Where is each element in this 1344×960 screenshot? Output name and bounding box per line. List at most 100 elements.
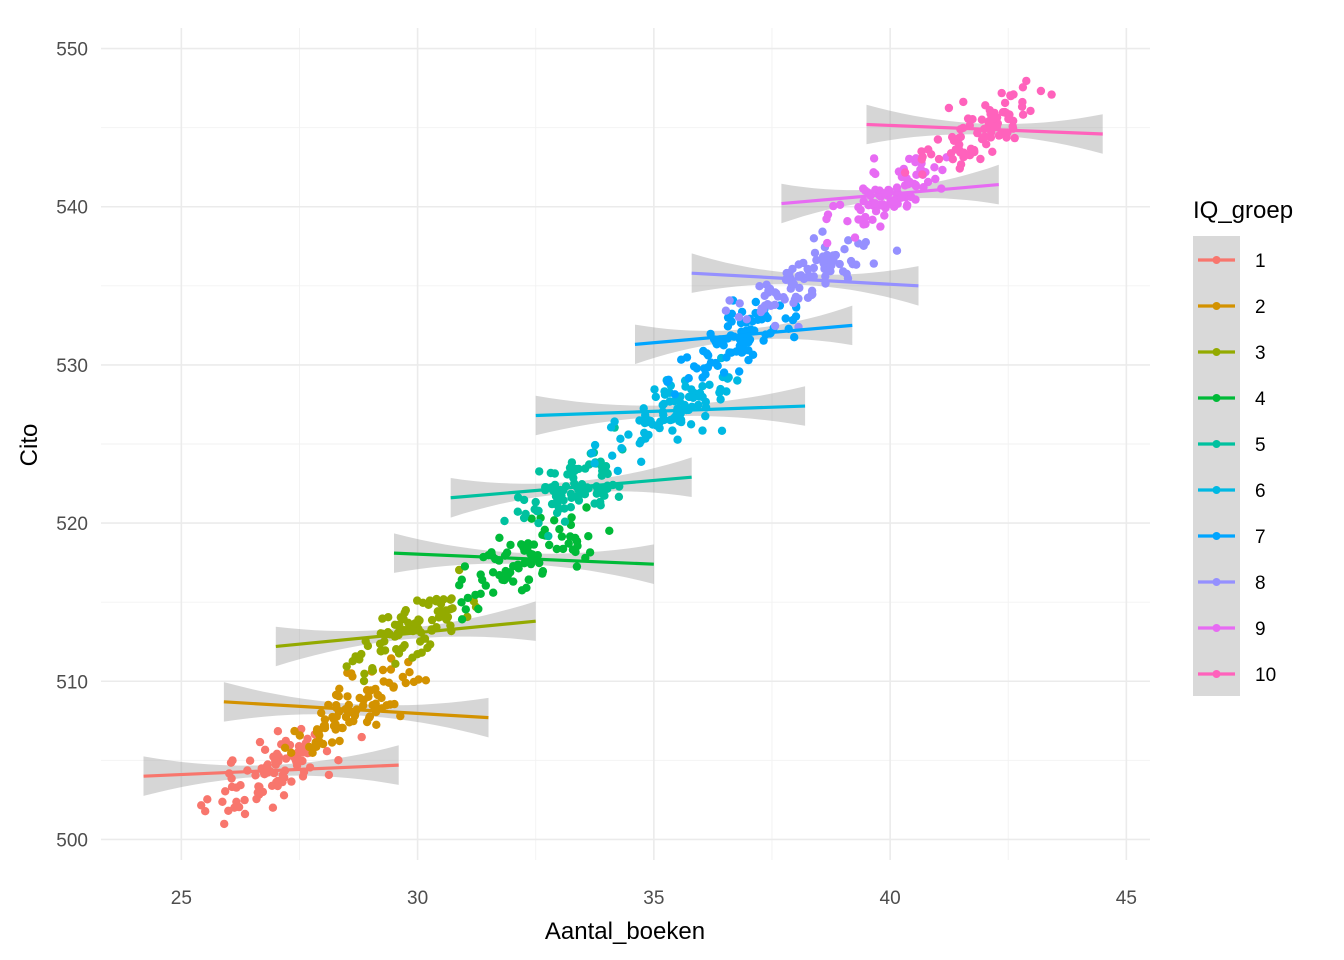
data-point (624, 430, 633, 439)
data-point (382, 701, 391, 710)
data-point (723, 322, 733, 331)
data-point (278, 777, 287, 787)
data-point (421, 676, 431, 685)
data-point (963, 114, 973, 123)
data-point (803, 264, 812, 274)
data-point (488, 568, 498, 577)
data-point (712, 340, 721, 349)
data-point (889, 197, 899, 206)
data-point (413, 650, 422, 659)
data-point (557, 532, 567, 541)
data-point (255, 782, 264, 791)
data-point (876, 222, 885, 231)
data-point (979, 133, 989, 142)
data-point (725, 348, 734, 357)
data-point (933, 135, 943, 144)
data-point (804, 271, 814, 281)
data-point (226, 758, 236, 767)
data-point (821, 272, 830, 281)
y-tick-label: 530 (56, 356, 88, 377)
data-point (938, 165, 947, 175)
data-point (676, 415, 686, 424)
data-point (424, 600, 433, 609)
data-point (360, 669, 369, 678)
data-point (319, 721, 328, 731)
legend-point (1212, 578, 1221, 586)
data-point (822, 214, 831, 224)
legend: IQ_groep 1 2 3 4 5 6 7 8 9 10 (1193, 197, 1293, 696)
legend-point (1212, 302, 1221, 310)
data-point (281, 754, 291, 763)
data-point (652, 421, 661, 430)
data-point (844, 236, 853, 245)
data-point (608, 451, 617, 460)
legend-item-4: 4 (1198, 389, 1266, 410)
data-point (1010, 133, 1019, 143)
data-point (230, 803, 239, 812)
data-point (650, 385, 659, 394)
legend-item-9: 9 (1198, 619, 1266, 640)
legend-label: 7 (1255, 527, 1266, 548)
regression-line-10 (866, 122, 1103, 136)
data-point (272, 749, 282, 758)
data-point (835, 200, 845, 209)
data-point (378, 665, 388, 675)
data-point (487, 548, 496, 557)
data-point (322, 747, 332, 756)
data-point (432, 594, 441, 604)
data-point (735, 367, 744, 376)
data-point (317, 708, 326, 718)
data-point (555, 525, 564, 534)
data-point (826, 267, 835, 276)
data-point (808, 290, 817, 299)
regression-line-8 (691, 271, 919, 288)
data-point (405, 668, 414, 677)
data-point (892, 183, 902, 192)
data-point (347, 669, 356, 678)
data-point (605, 526, 614, 535)
data-point (391, 659, 400, 668)
data-point (263, 760, 272, 769)
data-point (331, 720, 340, 729)
data-point (823, 238, 832, 248)
regression-line-1 (143, 763, 399, 778)
data-point (809, 234, 819, 243)
data-point (245, 756, 255, 765)
legend-point (1212, 624, 1221, 632)
data-point (682, 353, 692, 362)
data-point (457, 598, 466, 607)
data-point (763, 313, 772, 323)
data-point (1017, 102, 1027, 111)
data-point (582, 503, 591, 512)
y-tick-label: 500 (56, 830, 88, 851)
data-point (751, 297, 760, 307)
data-point (279, 791, 289, 800)
data-point (461, 605, 470, 614)
data-point (523, 544, 532, 553)
x-axis-tick-labels: 25 30 35 40 45 (171, 888, 1137, 909)
y-tick-label: 510 (56, 672, 88, 693)
data-point (513, 507, 522, 516)
data-point (719, 341, 728, 350)
data-point (513, 493, 523, 502)
data-point (460, 562, 470, 571)
y-tick-label: 550 (56, 40, 88, 61)
data-point (552, 508, 562, 518)
data-point (864, 201, 873, 210)
data-point (861, 219, 870, 229)
data-point (698, 426, 707, 435)
data-point (686, 420, 696, 429)
data-point (603, 469, 612, 479)
data-point (553, 495, 562, 504)
major-gridlines (101, 28, 1150, 860)
legend-item-2: 2 (1198, 297, 1266, 318)
data-point (637, 457, 646, 466)
data-points (197, 76, 1056, 829)
data-point (658, 400, 667, 410)
data-point (291, 755, 300, 764)
data-point (443, 613, 452, 622)
data-point (819, 256, 828, 265)
regression-line-2 (223, 700, 489, 720)
legend-label: 2 (1255, 297, 1266, 318)
data-point (1018, 110, 1028, 119)
